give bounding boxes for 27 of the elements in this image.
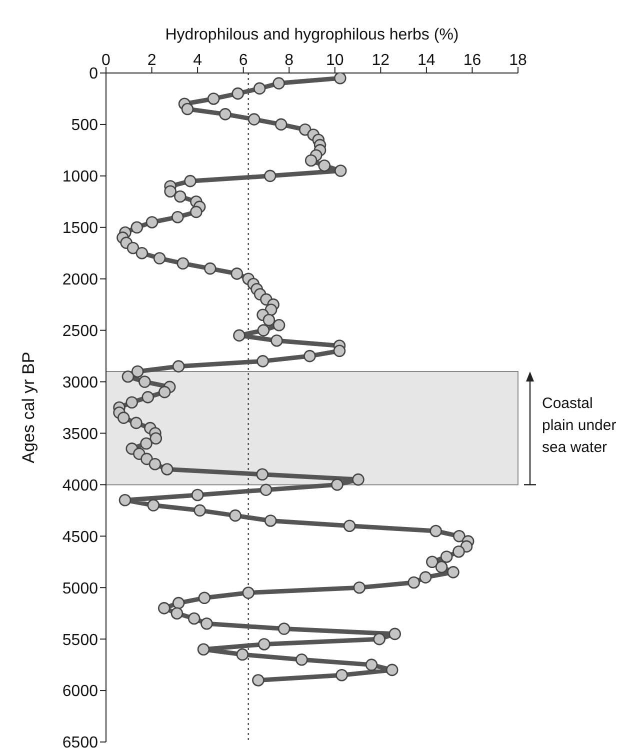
x-tick-label: 14 [418, 52, 436, 69]
y-tick-label: 0 [89, 66, 98, 83]
x-tick-label: 2 [147, 52, 156, 69]
x-axis-title: Hydrophilous and hygrophilous herbs (%) [165, 26, 459, 44]
y-tick-label: 3000 [62, 374, 98, 392]
y-tick-label: 5500 [62, 632, 98, 649]
y-tick-label: 6000 [62, 683, 98, 700]
y-tick-label: 5000 [62, 580, 98, 598]
y-axis-title: Ages cal yr BP [19, 352, 38, 464]
x-tick-label: 10 [326, 52, 344, 69]
y-tick-label: 2000 [62, 272, 98, 289]
y-tick-label: 4500 [62, 528, 98, 546]
x-tick-label: 8 [284, 52, 294, 69]
band-label: Coastal plain under sea water [542, 395, 616, 456]
y-tick-label: 2500 [62, 322, 98, 340]
y-tick-label: 1500 [62, 220, 98, 238]
y-tick-label: 6500 [62, 734, 98, 748]
x-tick-label: 12 [372, 52, 390, 69]
y-tick-label: 3500 [62, 426, 98, 443]
x-tick-label: 0 [102, 52, 111, 69]
x-tick-label: 6 [238, 52, 248, 69]
x-tick-label: 16 [463, 52, 482, 69]
y-tick-label: 500 [71, 117, 98, 134]
x-tick-label: 4 [193, 52, 202, 69]
y-tick-label: 4000 [62, 477, 98, 494]
y-tick-label: 1000 [62, 168, 98, 186]
x-tick-label: 18 [509, 52, 527, 69]
